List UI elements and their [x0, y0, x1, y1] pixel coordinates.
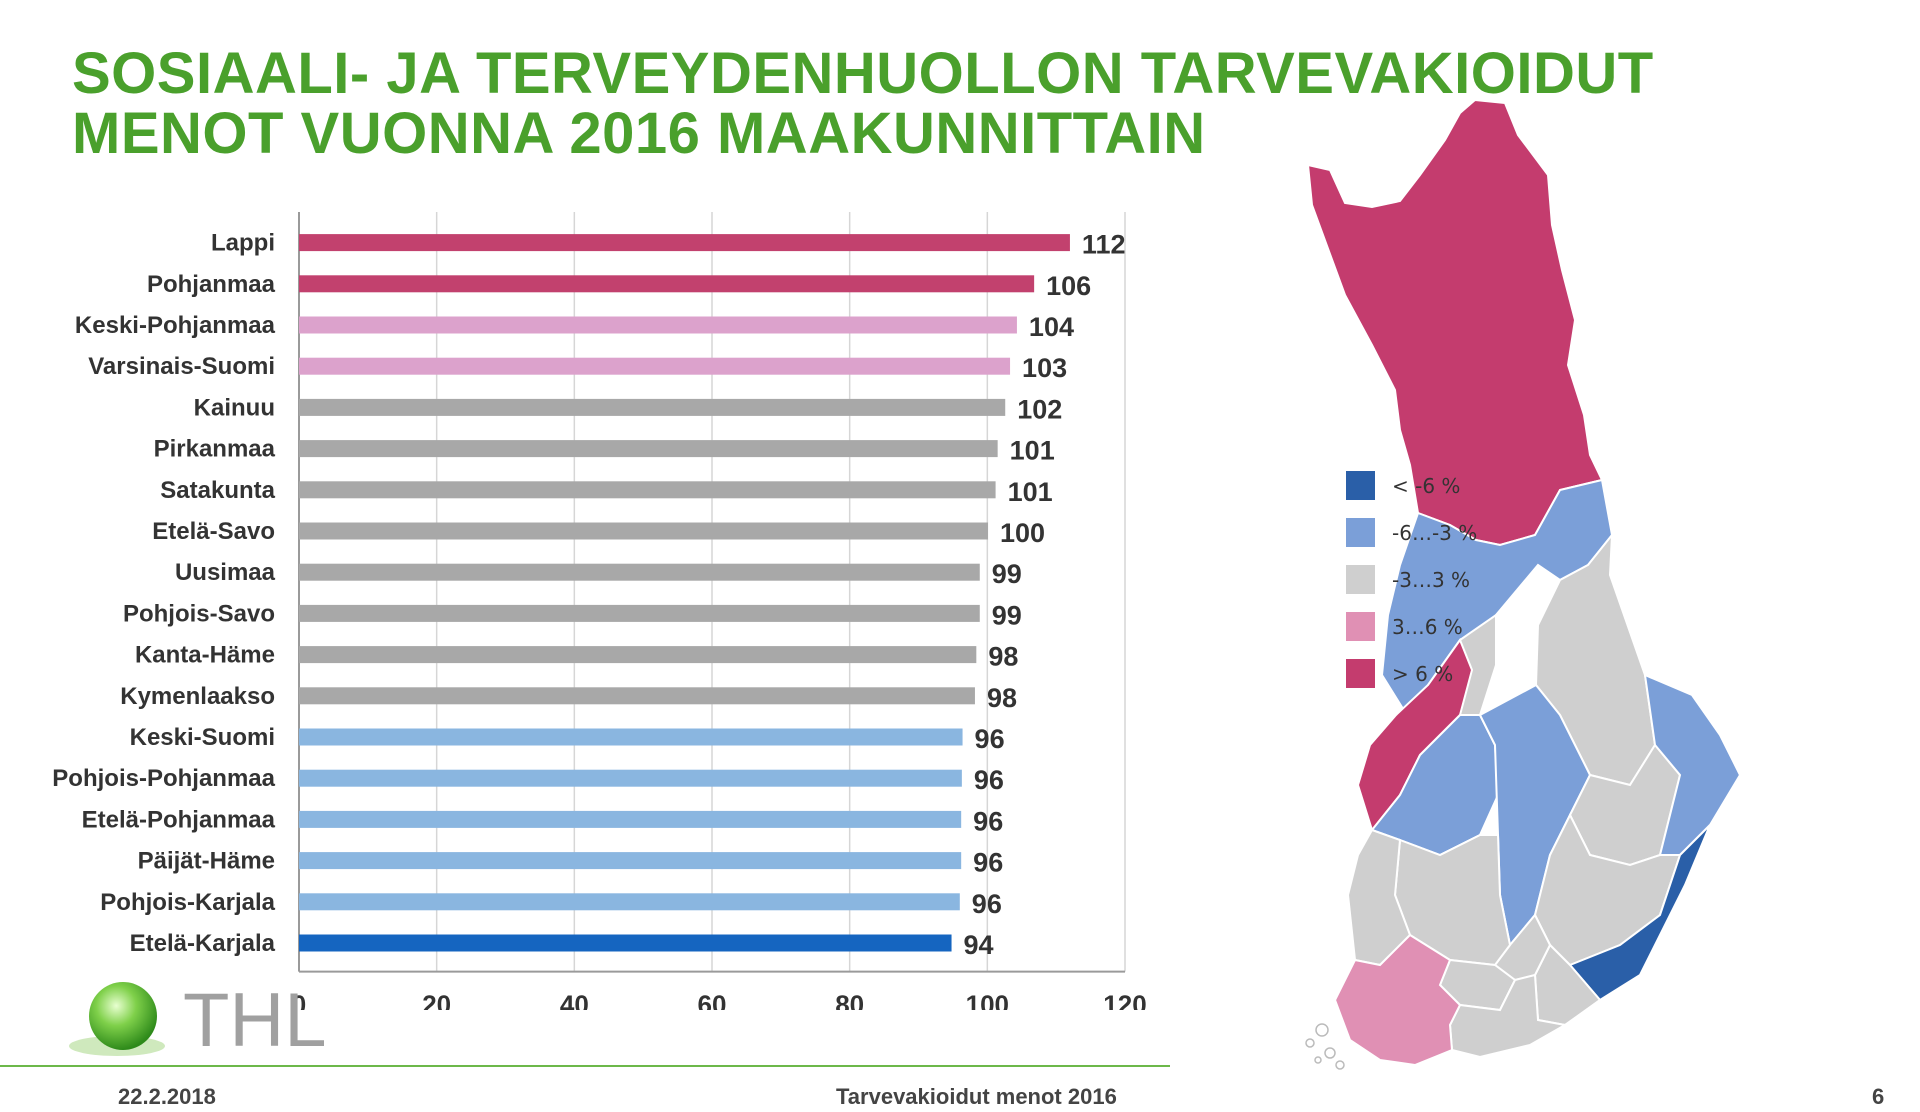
legend-swatch	[1346, 659, 1375, 688]
bar	[299, 275, 1035, 293]
legend-item: > 6 %	[1346, 650, 1477, 697]
data-label: 103	[1022, 353, 1067, 383]
bar	[299, 563, 980, 581]
data-label: 96	[975, 724, 1005, 754]
data-label: 106	[1046, 271, 1091, 301]
bar	[299, 440, 998, 458]
bar	[299, 852, 962, 870]
footer-title: Tarvevakioidut menot 2016	[836, 1084, 1117, 1109]
bar	[299, 769, 962, 787]
category-label: Pohjanmaa	[147, 271, 276, 298]
x-tick-label: 120	[1103, 990, 1146, 1010]
legend-item: -6…-3 %	[1346, 509, 1477, 556]
bar	[299, 522, 989, 540]
category-label: Varsinais-Suomi	[88, 353, 275, 380]
data-label: 112	[1082, 230, 1126, 260]
legend-swatch	[1346, 565, 1375, 594]
category-label: Uusimaa	[175, 559, 276, 586]
finland-map	[1305, 98, 1742, 1070]
category-label: Kanta-Häme	[135, 642, 275, 669]
category-label: Päijät-Häme	[138, 848, 275, 875]
data-label: 99	[992, 600, 1022, 630]
bar	[299, 934, 952, 952]
x-tick-label: 40	[560, 990, 589, 1010]
page-number: 6	[1872, 1084, 1885, 1109]
data-label: 104	[1029, 312, 1074, 342]
bar	[299, 646, 977, 664]
legend-swatch	[1346, 612, 1375, 641]
data-label: 100	[1000, 518, 1045, 548]
bar	[299, 481, 996, 499]
category-label: Etelä-Karjala	[130, 930, 276, 957]
legend-label: -3…3 %	[1392, 567, 1471, 592]
data-label: 96	[973, 848, 1003, 878]
data-label: 96	[972, 889, 1002, 919]
map-region-varsinais-suomi	[1333, 933, 1462, 1067]
legend-label: -6…-3 %	[1392, 520, 1478, 545]
category-label: Keski-Suomi	[130, 724, 275, 751]
map-legend: < -6 % -6…-3 % -3…3 % 3…6 % > 6 %	[1346, 462, 1477, 697]
x-tick-label: 0	[292, 990, 306, 1010]
page-title: SOSIAALI- JA TERVEYDENHUOLLON TARVEVAKIO…	[72, 44, 1654, 164]
category-label: Pohjois-Pohjanmaa	[52, 765, 275, 792]
category-label: Pohjois-Savo	[123, 600, 275, 627]
x-tick-label: 100	[966, 990, 1009, 1010]
map-region-pohjois-karjala	[1643, 673, 1742, 856]
legend-label: 3…6 %	[1392, 614, 1463, 639]
data-label: 96	[973, 806, 1003, 836]
legend-swatch	[1346, 471, 1375, 500]
legend-item: < -6 %	[1346, 462, 1477, 509]
legend-item: -3…3 %	[1346, 556, 1477, 603]
category-label: Etelä-Savo	[152, 518, 275, 545]
data-label: 102	[1017, 394, 1062, 424]
bar	[299, 604, 980, 622]
bar	[299, 687, 975, 705]
category-label: Pirkanmaa	[154, 436, 276, 463]
legend-label: > 6 %	[1392, 661, 1454, 686]
legend-swatch	[1346, 518, 1375, 547]
title-line-1: SOSIAALI- JA TERVEYDENHUOLLON TARVEVAKIO…	[72, 41, 1654, 106]
x-tick-label: 60	[698, 990, 727, 1010]
bar-chart: 0 20 40 60 80 100 120 Lappi 112 Pohjanmaa 106 Keski…	[52, 212, 1147, 1010]
category-label: Satakunta	[160, 477, 275, 504]
data-label: 101	[1008, 477, 1053, 507]
legend-label: < -6 %	[1392, 473, 1461, 498]
bar	[299, 893, 960, 911]
title-line-2: MENOT VUONNA 2016 MAAKUNNITTAIN	[72, 101, 1206, 166]
bar	[299, 810, 962, 828]
x-tick-label: 80	[835, 990, 864, 1010]
logo-text: THL	[183, 978, 327, 1063]
legend-item: 3…6 %	[1346, 603, 1477, 650]
footer-divider	[0, 1065, 1170, 1067]
footer-date: 22.2.2018	[118, 1084, 216, 1109]
bar	[299, 398, 1006, 416]
category-label: Keski-Pohjanmaa	[75, 312, 276, 339]
data-label: 98	[987, 683, 1017, 713]
x-tick-label: 20	[422, 990, 451, 1010]
data-label: 99	[992, 559, 1022, 589]
thl-logo: THL	[69, 978, 327, 1063]
category-label: Lappi	[211, 230, 275, 257]
bar	[299, 316, 1017, 334]
bar	[299, 234, 1070, 252]
data-label: 101	[1010, 436, 1055, 466]
category-label: Kainuu	[194, 394, 275, 421]
category-label: Etelä-Pohjanmaa	[82, 806, 276, 833]
map-archipelago	[1305, 1023, 1345, 1070]
bar	[299, 728, 963, 746]
data-label: 98	[988, 642, 1018, 672]
data-label: 96	[974, 765, 1004, 795]
category-label: Pohjois-Karjala	[100, 889, 275, 916]
logo-orb-icon	[89, 982, 157, 1050]
bar	[299, 357, 1011, 375]
data-label: 94	[964, 930, 994, 960]
category-label: Kymenlaakso	[120, 683, 275, 710]
